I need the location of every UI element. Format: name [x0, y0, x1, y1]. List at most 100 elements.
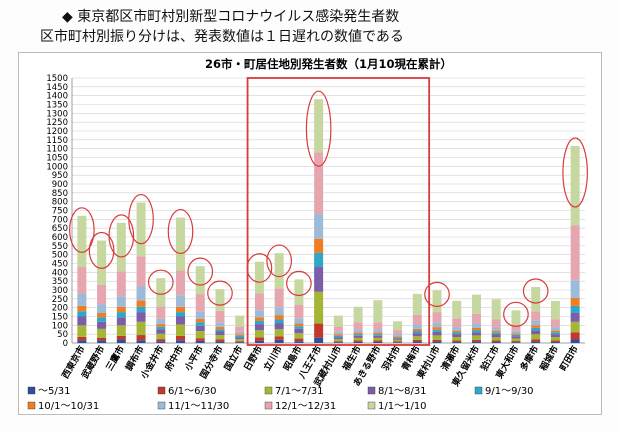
legend-label: 10/1〜10/31 — [38, 401, 99, 412]
highlight-circle — [88, 231, 115, 269]
bar-segment — [373, 340, 383, 342]
y-tick-label: 100 — [52, 321, 68, 331]
bar-segment — [116, 339, 126, 343]
bar-segment — [136, 286, 146, 301]
bar-segment — [215, 331, 225, 336]
bar-segment — [136, 256, 146, 287]
bar-segment — [333, 337, 343, 340]
bar-segment — [570, 225, 580, 281]
y-tick-label: 200 — [52, 304, 68, 314]
y-tick-label: 1200 — [46, 127, 68, 137]
bar-segment — [97, 312, 107, 318]
bar-segment — [531, 311, 541, 321]
bar-segment — [471, 327, 481, 331]
y-tick-label: 1150 — [46, 136, 68, 146]
highlight-circle — [207, 280, 233, 306]
bar-segment — [294, 279, 304, 306]
x-tick-label: 府中市 — [162, 344, 186, 373]
bar-segment — [373, 322, 383, 330]
bar-segment — [97, 328, 107, 338]
bar-segment — [550, 330, 560, 333]
y-tick-label: 1050 — [46, 154, 68, 164]
bar-segment — [215, 335, 225, 340]
bar-segment — [393, 339, 403, 342]
legend-swatch — [27, 401, 36, 410]
bar-segment — [393, 334, 403, 337]
legend-swatch — [264, 386, 273, 395]
bar-segment — [531, 320, 541, 326]
bar-segment — [412, 341, 422, 343]
bar-segment — [314, 323, 324, 338]
bar-segment — [314, 291, 324, 324]
bar-segment — [373, 300, 383, 323]
bar-segment — [294, 333, 304, 339]
bar-segment — [432, 290, 442, 313]
bar-segment — [274, 336, 284, 340]
bar-segment — [235, 342, 245, 343]
bar-segment — [176, 306, 186, 313]
y-tick-label: 250 — [52, 295, 68, 305]
bar-segment — [432, 327, 442, 330]
bar-segment — [254, 293, 264, 311]
bar-segment — [353, 334, 363, 336]
bar-segment — [511, 342, 521, 343]
bar-segment — [274, 329, 284, 337]
bar-segment — [570, 146, 580, 226]
bar-segment — [136, 321, 146, 336]
bar-segment — [116, 317, 126, 326]
bar-segment — [393, 337, 403, 339]
bar-segment — [412, 324, 422, 329]
bar-segment — [452, 336, 462, 341]
bar-segment — [294, 326, 304, 329]
y-tick-label: 950 — [52, 171, 68, 181]
bar-segment — [195, 318, 205, 323]
bar-segment — [491, 332, 501, 335]
highlight-circle — [266, 244, 293, 278]
bar-segment — [77, 316, 87, 326]
bar-segment — [333, 341, 343, 343]
bar-segment — [412, 333, 422, 337]
highlight-box — [246, 77, 431, 346]
legend-label: 11/1〜11/30 — [168, 401, 229, 412]
bar-segment — [452, 318, 462, 328]
highlight-circle — [246, 253, 273, 283]
bar-segment — [215, 310, 225, 323]
legend-label: 7/1〜7/31 — [275, 386, 324, 397]
bar-segment — [235, 339, 245, 342]
y-tick-label: 0 — [63, 339, 68, 349]
x-tick-label: 三鷹市 — [103, 344, 127, 373]
bar-segment — [511, 330, 521, 334]
legend-swatch — [264, 401, 273, 410]
legend-label: 1/1〜1/10 — [378, 401, 427, 412]
x-tick-label: 稲城市 — [537, 344, 561, 373]
bar-segment — [471, 294, 481, 314]
highlight-circle — [305, 90, 332, 167]
bar-segment — [452, 327, 462, 331]
bar-segment — [550, 336, 560, 341]
y-tick-label: 1500 — [46, 74, 68, 84]
legend-swatch — [27, 386, 36, 395]
bar-segment — [471, 341, 481, 343]
bar-segment — [550, 319, 560, 328]
bar-segment — [274, 288, 284, 308]
header-line-2: 区市町村別振り分けは、発表数値は１日遅れの数値である — [40, 29, 404, 45]
bar-segment — [97, 284, 107, 305]
bar-segment — [432, 339, 442, 342]
bar-segment — [195, 322, 205, 326]
bar-segment — [195, 338, 205, 341]
bar-segment — [294, 338, 304, 342]
bar-segment — [254, 330, 264, 338]
bar-segment — [116, 312, 126, 318]
bar-segment — [333, 326, 343, 332]
legend-label: 12/1〜12/31 — [275, 401, 336, 412]
bar-segment — [176, 270, 186, 296]
bar-segment — [570, 280, 580, 298]
bar-segment — [511, 334, 521, 337]
bar-segment — [136, 202, 146, 257]
y-tick-label: 800 — [52, 198, 68, 208]
bar-segment — [353, 335, 363, 338]
bar-segment — [156, 333, 166, 340]
bar-segment — [274, 253, 284, 289]
legend-swatch — [157, 401, 166, 410]
bar-segment — [156, 341, 166, 343]
